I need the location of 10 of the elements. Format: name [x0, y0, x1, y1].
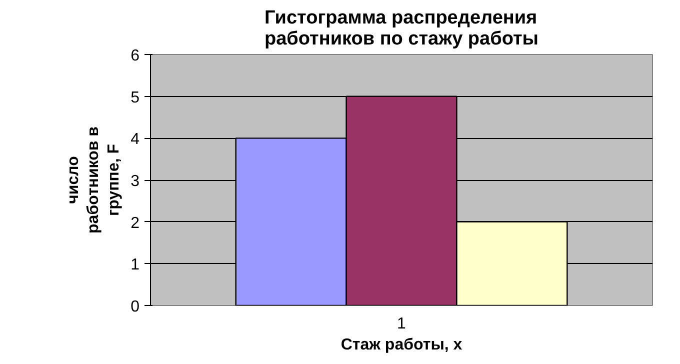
y-tick-label: 4 [130, 131, 140, 148]
y-tick-label: 6 [130, 48, 140, 64]
x-axis-title: Стаж работы, x [340, 336, 462, 354]
y-axis-title: число работников в группе, F [64, 126, 123, 234]
y-tick-label: 0 [130, 298, 140, 316]
chart-title: Гистограмма распределения работников по стажу работы [264, 8, 539, 50]
y-tick-label: 3 [130, 173, 140, 190]
y-tick-label: 1 [130, 256, 140, 274]
y-tick-label: 2 [130, 214, 140, 232]
y-tick-label: 5 [130, 89, 140, 106]
